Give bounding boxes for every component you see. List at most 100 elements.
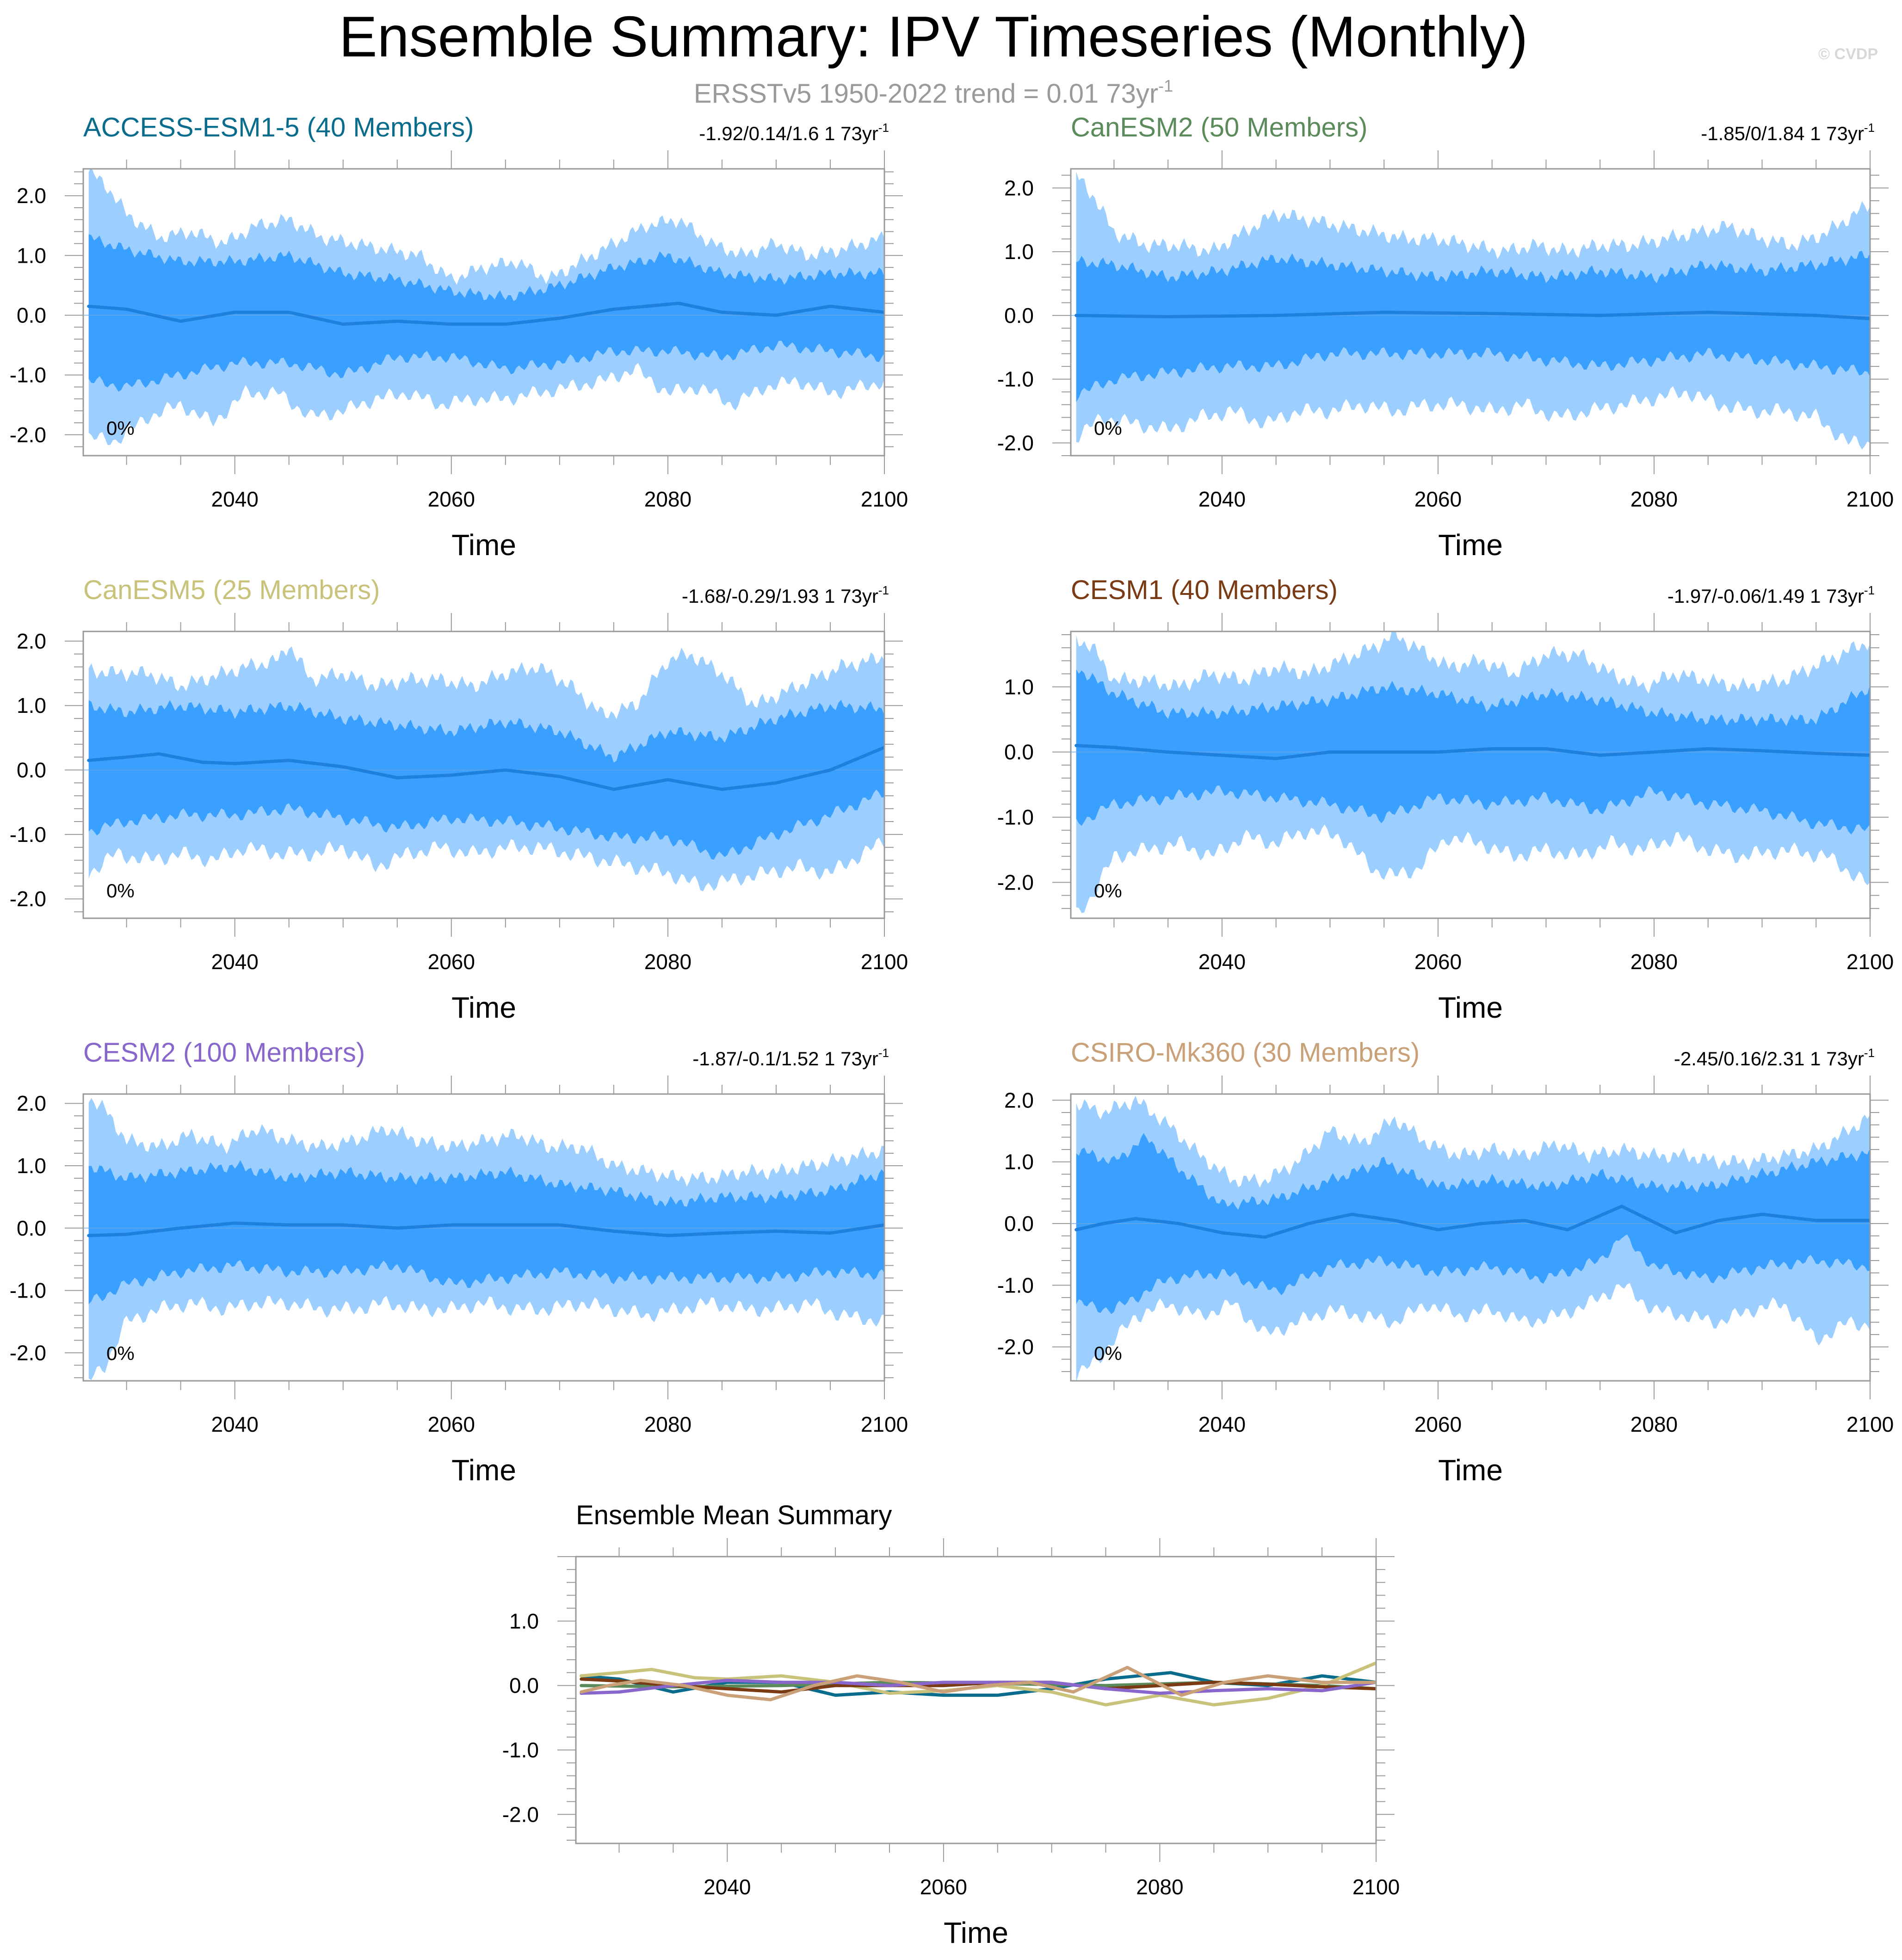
x-tick-label: 2060 [428,487,475,511]
panels-container: ACCESS-ESM1-5 (40 Members) -1.92/0.14/1.6… [10,112,1894,1949]
copyright-watermark: © CVDP [1818,45,1878,63]
x-tick-label: 2100 [1846,487,1894,511]
figure-subtitle: ERSSTv5 1950-2022 trend = 0.01 73yr-1 [694,76,1173,109]
inner-envelope-band [88,699,884,860]
y-tick-label: -1.0 [10,363,46,387]
x-tick-label: 2080 [1630,950,1678,974]
x-tick-label: 2060 [428,1412,475,1436]
y-tick-label: 1.0 [1004,240,1034,264]
x-tick-label: 2100 [861,487,908,511]
chart-panel-2: CanESM5 (25 Members) -1.68/-0.29/1.93 1 7… [10,575,908,1024]
y-tick-label: 1.0 [1004,675,1034,699]
series-line-csiro-mk360 [580,1666,1376,1701]
trend-stats: -1.68/-0.29/1.93 1 73yr-1 [682,583,889,607]
trend-stats-sup: -1 [878,121,889,135]
y-tick-label: -2.0 [997,871,1034,895]
y-tick-label: 0.0 [1004,303,1034,328]
plot-frame [575,1556,1377,1844]
plot-data-layer [1071,631,1870,913]
x-tick-label: 2040 [211,487,259,511]
inner-envelope-band [1076,251,1870,402]
y-tick-label: 0.0 [17,758,46,782]
percent-label: 0% [106,880,135,902]
y-tick-label: -2.0 [10,887,46,911]
plot-frame [1070,631,1871,919]
y-tick-label: 2.0 [17,1091,46,1115]
y-tick-label: 0.0 [17,303,46,327]
x-tick-label: 2080 [644,487,692,511]
chart-panel-0: ACCESS-ESM1-5 (40 Members) -1.92/0.14/1.6… [10,112,908,562]
trend-stats: -2.45/0.16/2.31 1 73yr-1 [1674,1046,1875,1070]
figure-title: Ensemble Summary: IPV Timeseries (Monthl… [339,5,1528,69]
panel-title: ACCESS-ESM1-5 (40 Members) [83,112,474,142]
trend-stats: -1.87/-0.1/1.52 1 73yr-1 [692,1046,889,1070]
y-tick-label: 2.0 [17,629,46,653]
x-tick-label: 2040 [211,950,259,974]
panel-title: CanESM2 (50 Members) [1071,112,1367,142]
trend-stats: -1.92/0.14/1.6 1 73yr-1 [699,121,889,144]
ensemble-mean-line [87,1221,884,1237]
y-tick-label: 0.0 [1004,740,1034,764]
panel-title: CanESM5 (25 Members) [83,575,380,605]
panel-title: CSIRO-Mk360 (30 Members) [1071,1038,1420,1068]
plot-data-layer [1071,171,1870,450]
plot-data-layer [1071,1095,1870,1381]
y-tick-label: -2.0 [997,1335,1034,1359]
trend-stats: -1.97/-0.06/1.49 1 73yr-1 [1667,583,1875,607]
x-tick-label: 2080 [644,950,692,974]
x-tick-label: 2080 [1136,1875,1183,1899]
y-tick-label: 2.0 [17,184,46,208]
trend-stats-text: -2.45/0.16/2.31 1 73yr [1674,1048,1864,1070]
y-tick-label: -2.0 [10,1341,46,1365]
x-tick-label: 2040 [1198,487,1246,511]
plot-frame [1070,1093,1871,1382]
y-tick-label: -2.0 [502,1802,539,1826]
x-tick-label: 2040 [704,1875,751,1899]
chart-panel-5: CSIRO-Mk360 (30 Members) -2.45/0.16/2.31 … [997,1038,1894,1487]
y-tick-label: 1.0 [509,1609,539,1633]
x-tick-label: 2040 [1198,950,1246,974]
plot-frame [1070,168,1871,457]
ensemble-mean-line [87,302,884,326]
y-tick-label: 1.0 [17,1154,46,1178]
x-axis-label: Time [451,1453,516,1487]
y-tick-label: -1.0 [997,367,1034,391]
trend-stats-text: -1.68/-0.29/1.93 1 73yr [682,585,878,607]
plot-data-layer [83,169,884,445]
y-tick-label: -1.0 [997,1273,1034,1297]
y-tick-label: -1.0 [502,1738,539,1762]
y-tick-label: 1.0 [17,243,46,267]
trend-stats-text: -1.92/0.14/1.6 1 73yr [699,123,878,144]
trend-stats-text: -1.87/-0.1/1.52 1 73yr [692,1048,878,1070]
trend-stats-sup: -1 [1864,121,1875,135]
y-tick-label: 1.0 [17,693,46,717]
percent-label: 0% [1094,417,1122,439]
x-tick-label: 2060 [1414,1412,1462,1436]
x-tick-label: 2100 [1352,1875,1400,1899]
trend-stats: -1.85/0/1.84 1 73yr-1 [1701,121,1875,144]
x-tick-label: 2100 [1846,1412,1894,1436]
x-axis-label: Time [451,528,516,562]
percent-label: 0% [1094,1342,1122,1364]
x-tick-label: 2080 [644,1412,692,1436]
inner-envelope-band [88,234,884,392]
y-tick-label: -1.0 [10,1279,46,1303]
x-tick-label: 2080 [1630,1412,1678,1436]
trend-stats-sup: -1 [1864,1046,1875,1060]
x-tick-label: 2080 [1630,487,1678,511]
plot-data-layer [83,1098,884,1380]
percent-label: 0% [106,1342,135,1364]
y-tick-label: 2.0 [1004,1088,1034,1112]
trend-stats-text: -1.97/-0.06/1.49 1 73yr [1667,585,1864,607]
chart-panel-1: CanESM2 (50 Members) -1.85/0/1.84 1 73yr-… [997,112,1894,562]
x-tick-label: 2060 [428,950,475,974]
y-tick-label: 1.0 [1004,1150,1034,1174]
x-axis-label: Time [451,991,516,1024]
y-tick-label: 2.0 [1004,176,1034,200]
y-tick-label: -1.0 [997,805,1034,829]
panel-title: Ensemble Mean Summary [576,1500,892,1530]
panel-title: CESM2 (100 Members) [83,1038,365,1068]
trend-stats-text: -1.85/0/1.84 1 73yr [1701,123,1864,144]
x-tick-label: 2040 [211,1412,259,1436]
x-tick-label: 2040 [1198,1412,1246,1436]
